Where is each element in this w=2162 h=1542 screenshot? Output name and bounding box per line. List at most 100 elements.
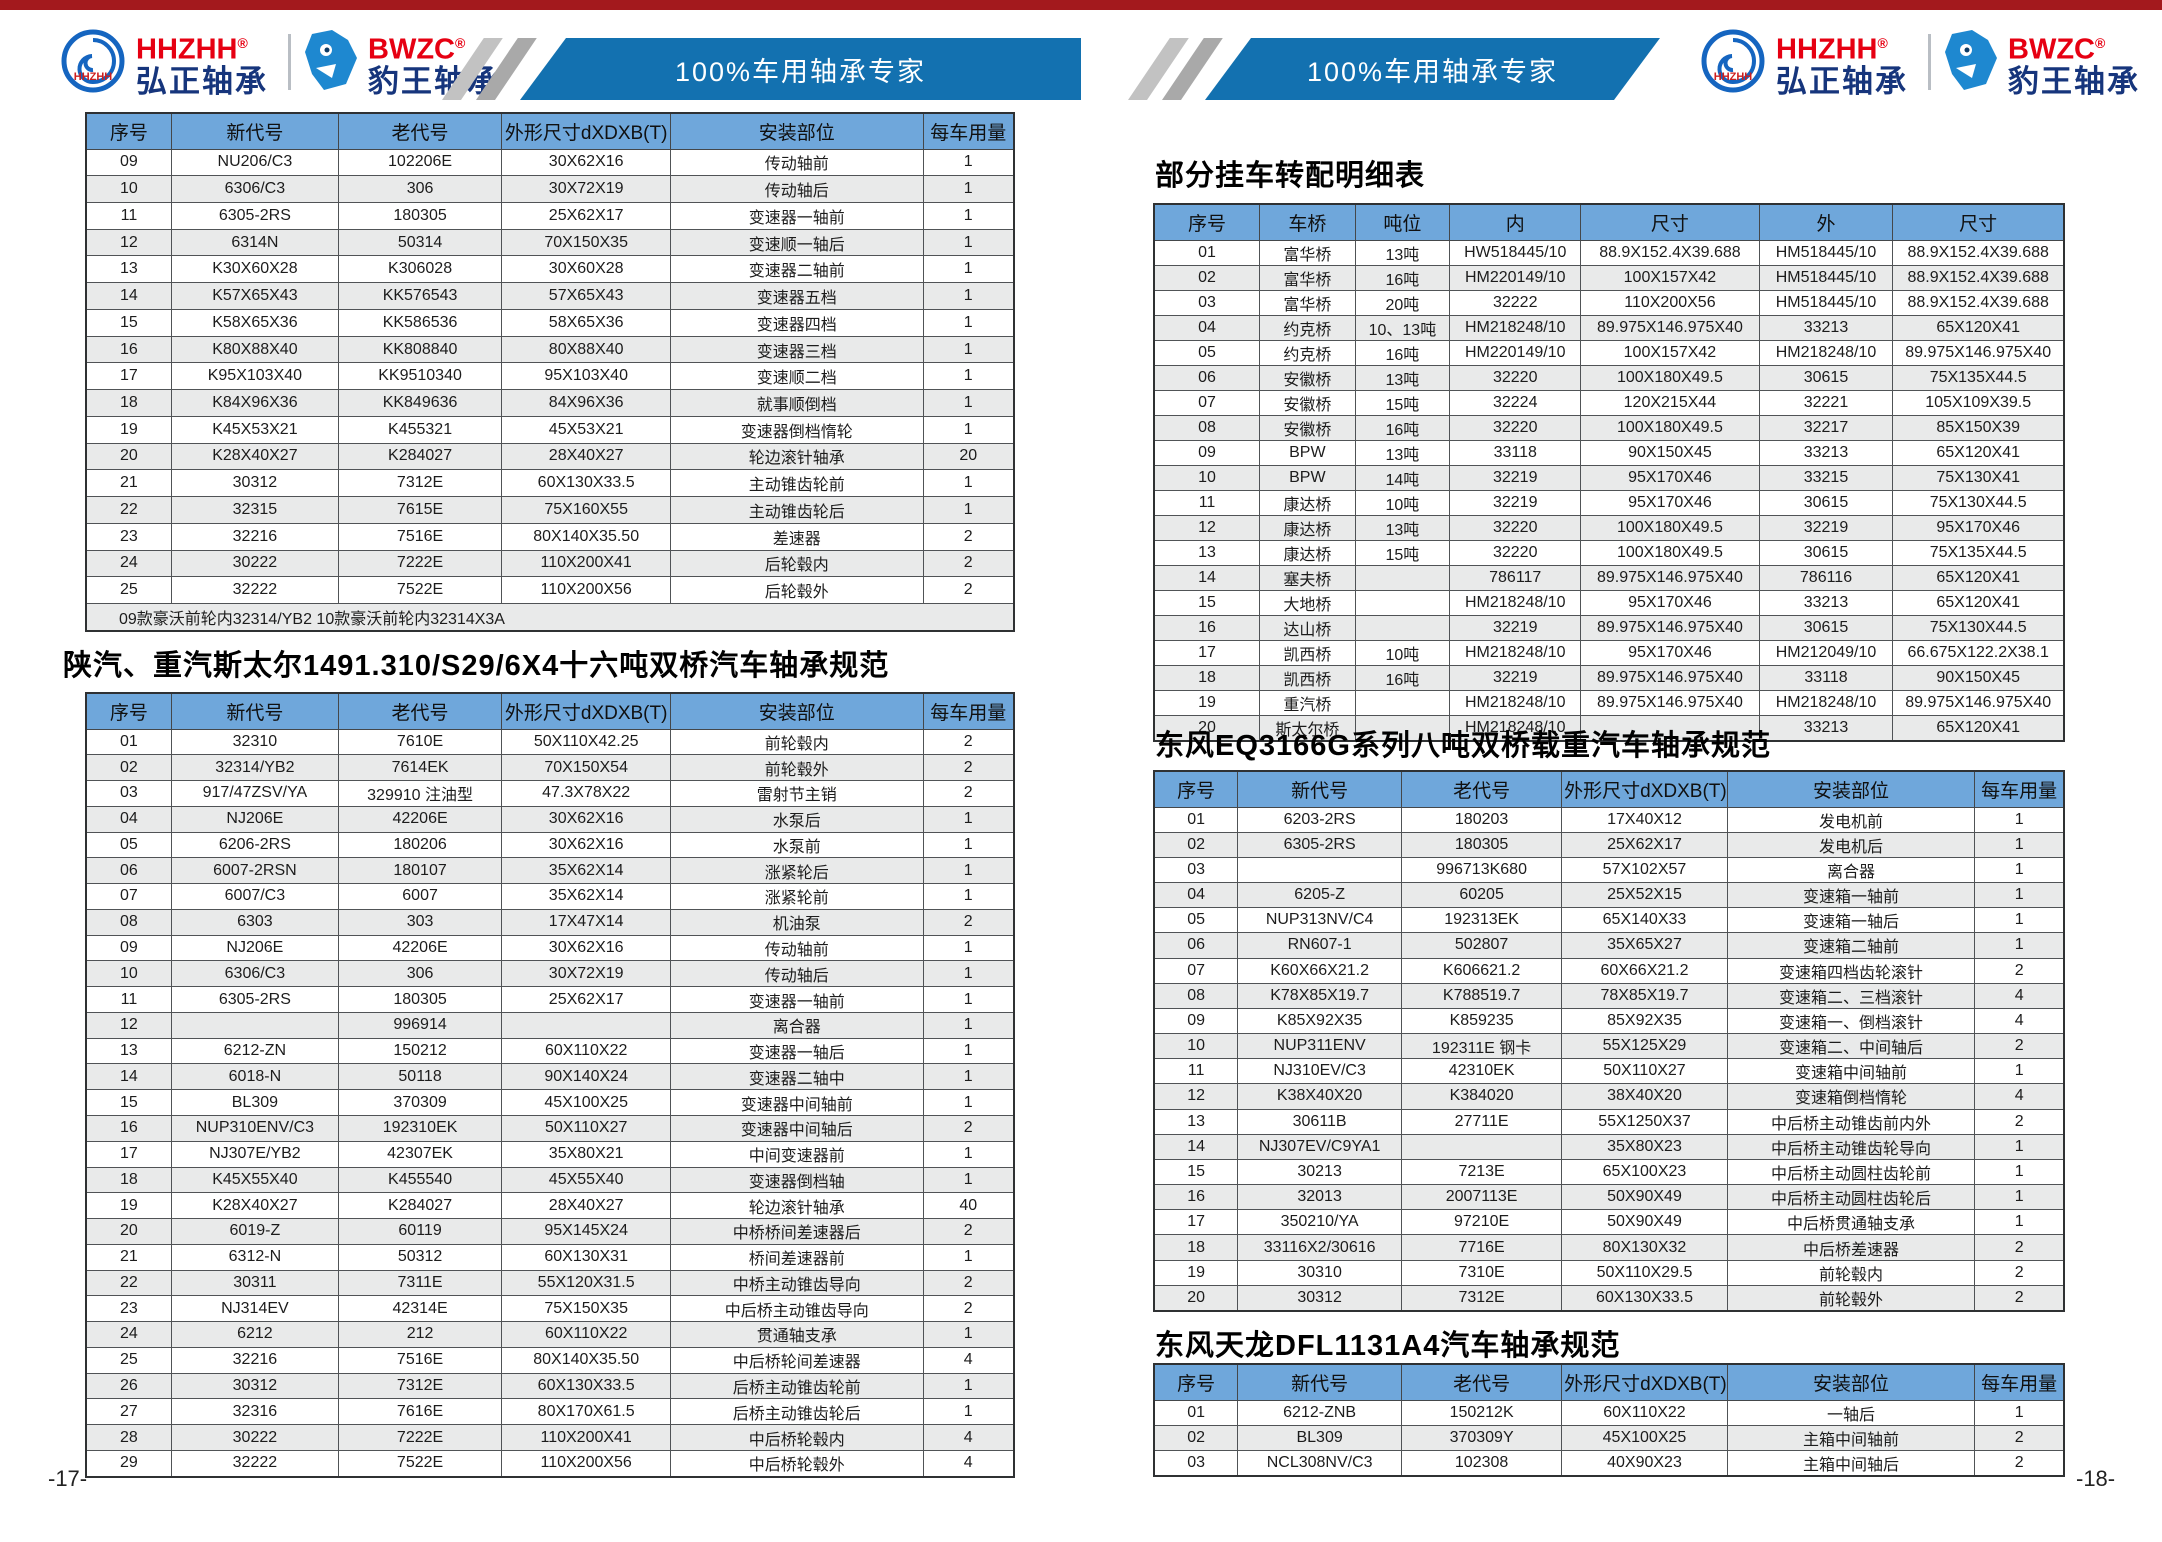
table-row: 14 塞夫桥 786117 89.975X146.975X40 786116 65X120…: [1153, 564, 2065, 591]
table-cell: 110X200X41: [501, 1424, 672, 1451]
table-cell: 102308: [1401, 1449, 1563, 1476]
table-row: 10 BPW 14吨 32219 95X170X46 33215 75X130X41: [1153, 464, 2065, 491]
table-cell: 13: [1153, 1108, 1239, 1135]
table-cell: 12: [1153, 1083, 1239, 1110]
table-cell: 6306/C3: [170, 175, 339, 203]
table-cell: 917/47ZSV/YA: [170, 780, 339, 807]
header-row: 序号 新代号 老代号 外形尺寸dXDXB(T) 安装部位 每车用量: [85, 692, 1015, 730]
table-cell: 01: [85, 728, 172, 756]
table-cell: 13吨: [1354, 439, 1451, 466]
table-cell: 24: [85, 1321, 172, 1348]
table-cell: 塞夫桥: [1259, 564, 1356, 591]
table-cell: 15: [1153, 589, 1261, 616]
table-row: 16 32013 2007113E 50X90X49 中后桥主动圆柱齿轮后 1: [1153, 1184, 2065, 1211]
table-cell: K384020: [1401, 1083, 1563, 1110]
table-cell: 17: [1153, 639, 1261, 666]
table-cell: 中桥桥间差速器后: [670, 1218, 924, 1245]
table-cell: 前轮毂外: [1726, 1284, 1976, 1312]
table-cell: 18: [85, 1166, 172, 1194]
table-row: 17 NJ307E/YB2 42307EK 35X80X21 中间变速器前 1: [85, 1140, 1015, 1168]
table-cell: 14: [1153, 1133, 1239, 1160]
table-row: 06 RN607-1 502807 35X65X27 变速箱二轴前 1: [1153, 932, 2065, 959]
table-cell: 2: [1974, 1234, 2065, 1261]
table-cell: 中间变速器前: [670, 1140, 924, 1168]
table-cell: 100X180X49.5: [1580, 514, 1760, 541]
table-row: 10 6306/C3 306 30X72X19 传动轴后 1: [85, 960, 1015, 988]
table-cell: NJ206E: [170, 805, 339, 833]
table-cell: 1: [1974, 1184, 2065, 1211]
table-cell: 30312: [170, 1372, 339, 1400]
table-cell: 150212: [337, 1037, 503, 1065]
table-cell: 03: [85, 780, 172, 807]
table-cell: 75X130X44.5: [1892, 614, 2065, 641]
table-cell: 42314E: [337, 1295, 503, 1323]
table-cell: 370309: [337, 1089, 503, 1116]
table-cell: 1: [922, 1011, 1015, 1039]
table-cell: 1: [922, 1089, 1015, 1116]
table-cell: 32314/YB2: [170, 754, 339, 782]
table-row: 15 K58X65X36 KK586536 58X65X36 变速器四档 1: [85, 308, 1015, 337]
table-cell: 变速器倒档惰轮: [670, 415, 924, 444]
section-title-dfl1131a4: 东风天龙DFL1131A4汽车轴承规范: [1155, 1330, 1621, 1362]
column-header: 每车用量: [922, 692, 1015, 730]
table-cell: [501, 1011, 672, 1039]
table-cell: 303: [337, 908, 503, 936]
table-cell: KK576543: [337, 282, 503, 310]
table-cell: 60X110X22: [501, 1321, 672, 1348]
table-row: 13 6212-ZN 150212 60X110X22 变速器一轴后 1: [85, 1037, 1015, 1065]
table-cell: 42307EK: [337, 1140, 503, 1168]
table-cell: 95X170X46: [1580, 639, 1760, 666]
table-row: 15 30213 7213E 65X100X23 中后桥主动圆柱齿轮前 1: [1153, 1158, 2065, 1186]
table-cell: 45X100X25: [1561, 1424, 1728, 1451]
table-cell: 04: [85, 805, 172, 833]
table-cell: 1: [922, 282, 1015, 310]
table-cell: 33213: [1758, 314, 1894, 341]
column-header: 尺寸: [1580, 203, 1760, 241]
registered-mark: ®: [1877, 35, 1888, 51]
table-cell: 32315: [170, 496, 339, 524]
section-title-steyr: 陕汽、重汽斯太尔1491.310/S29/6X4十六吨双桥汽车轴承规范: [63, 650, 890, 682]
table-cell: K38X40X20: [1237, 1083, 1403, 1110]
table-row: 04 NJ206E 42206E 30X62X16 水泵后 1: [85, 805, 1015, 833]
table-cell: 6206-2RS: [170, 831, 339, 859]
table-cell: 32219: [1449, 614, 1582, 641]
table-cell: 55X125X29: [1561, 1033, 1728, 1060]
table-row: 20 K28X40X27 K284027 28X40X27 轮边滚针轴承 20: [85, 442, 1015, 471]
table-cell: 30615: [1758, 364, 1894, 391]
table-cell: 30615: [1758, 614, 1894, 641]
table-row: 22 32315 7615E 75X160X55 主动锥齿轮后 1: [85, 496, 1015, 524]
table-cell: 发电机后: [1726, 831, 1976, 858]
table-row: 20 6019-Z 60119 95X145X24 中桥桥间差速器后 2: [85, 1218, 1015, 1245]
table-cell: 20: [1153, 1284, 1239, 1312]
table-cell: 80X140X35.50: [501, 522, 672, 551]
table-cell: 25X62X17: [501, 986, 672, 1013]
table-cell: K455540: [337, 1166, 503, 1194]
table-cell: 25X62X17: [501, 201, 672, 230]
table-cell: 786116: [1758, 564, 1894, 591]
table-cell: 01: [1153, 1399, 1239, 1426]
table-cell: 6305-2RS: [170, 986, 339, 1013]
table-row: 28 30222 7222E 110X200X41 中后桥轮毂内 4: [85, 1424, 1015, 1451]
table-cell: 32219: [1449, 464, 1582, 491]
column-header: 老代号: [337, 112, 503, 150]
table-cell: 786117: [1449, 564, 1582, 591]
table-row: 29 32222 7522E 110X200X56 中后桥轮毂外 4: [85, 1449, 1015, 1478]
table-cell: 65X120X41: [1892, 589, 2065, 616]
table-cell: 7610E: [337, 728, 503, 756]
table-cell: 6018-N: [170, 1063, 339, 1091]
table-cell: 85X92X35: [1561, 1007, 1728, 1035]
table-cell: 1: [1974, 882, 2065, 909]
table-cell: 32222: [170, 1449, 339, 1478]
table-cell: 康达桥: [1259, 489, 1356, 516]
table-cell: 10、13吨: [1354, 314, 1451, 341]
table-cell: 13吨: [1354, 364, 1451, 391]
table-cell: 95X145X24: [501, 1218, 672, 1245]
bwzc-leopard-icon: [302, 28, 360, 97]
table-cell: KK9510340: [337, 362, 503, 391]
table-cell: 60X66X21.2: [1561, 957, 1728, 984]
table-cell: 21: [85, 1243, 172, 1271]
table-cell: K284027: [337, 442, 503, 471]
table-cell: 14: [1153, 564, 1261, 591]
top-red-bar: [0, 0, 2162, 10]
table-cell: 09: [85, 148, 172, 177]
